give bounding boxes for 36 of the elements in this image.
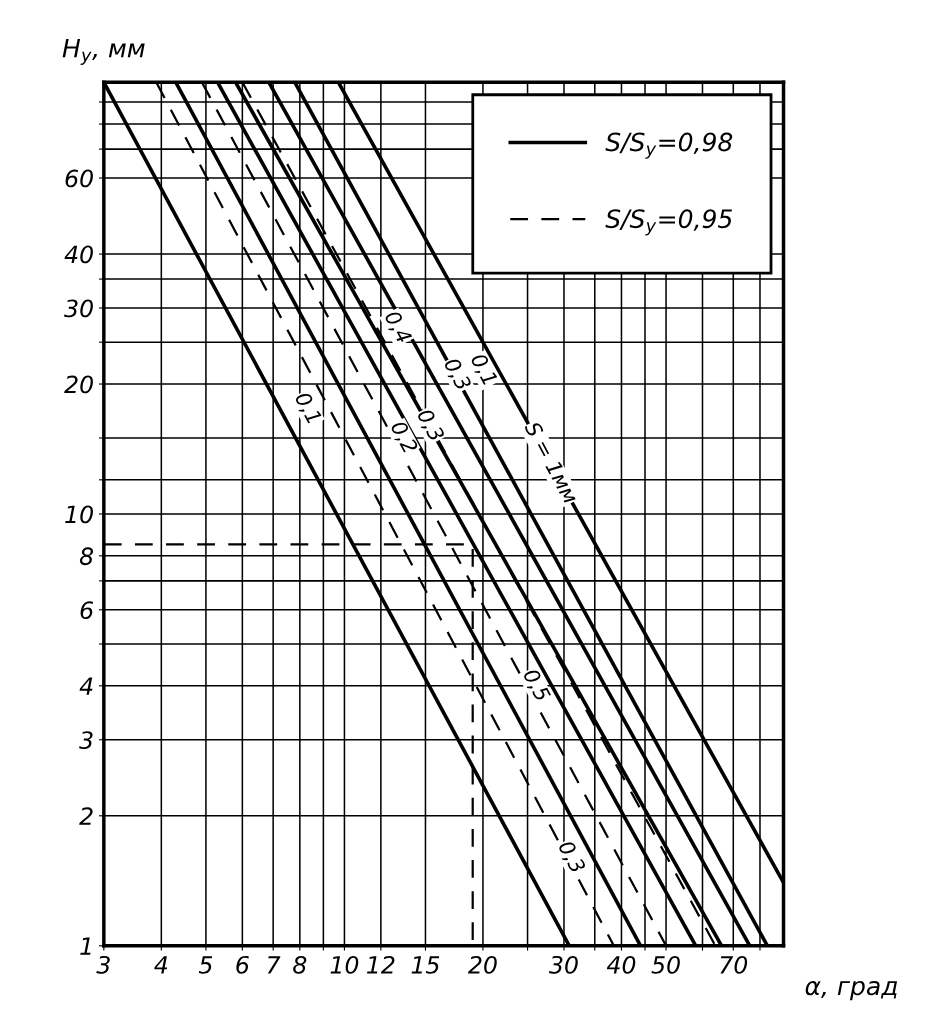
x-tick-label: 5 [198,956,213,974]
x-tick-label: 15 [411,956,440,974]
x-tick-label: 40 [606,955,636,974]
x-axis-title: α, град [805,980,898,1001]
annotation: 0,3 [556,839,587,875]
annotation: 0,5 [520,667,552,704]
x-tick-label: 3 [96,955,110,974]
legend-label: S/S$_{у}$=0,95 [605,209,732,236]
y-tick-label: 4 [79,677,93,695]
annotation: S = 1мм [524,419,580,505]
x-tick-label: 50 [651,955,680,974]
x-tick-label: 30 [549,955,578,974]
x-tick-label: 12 [367,955,395,974]
x-tick-label: 7 [267,956,281,974]
x-tick-label: 20 [468,955,497,974]
y-axis-title: H$_{у}$, мм [62,38,145,65]
y-tick-label: 20 [64,375,93,394]
annotation: 0,4 [382,309,413,345]
y-tick-label: 30 [64,299,93,318]
x-tick-label: 70 [720,955,748,974]
y-tick-label: 10 [65,505,93,524]
y-tick-label: 60 [65,169,93,188]
x-tick-label: 8 [293,955,307,974]
y-tick-label: 6 [80,601,94,620]
y-tick-label: 3 [79,731,93,750]
y-tick-label: 8 [79,547,94,566]
annotation: 0,2 [388,419,419,456]
y-tick-label: 40 [64,245,93,264]
y-tick-label: 2 [79,807,93,825]
annotation: 0,3 [441,356,472,393]
legend-label: S/S$_{у}$=0,98 [605,132,733,159]
y-tick-label: 1 [80,937,91,955]
x-tick-label: 6 [236,955,249,974]
x-tick-label: 4 [154,956,168,974]
annotation: 0,1 [292,390,323,425]
x-tick-label: 10 [330,955,359,974]
